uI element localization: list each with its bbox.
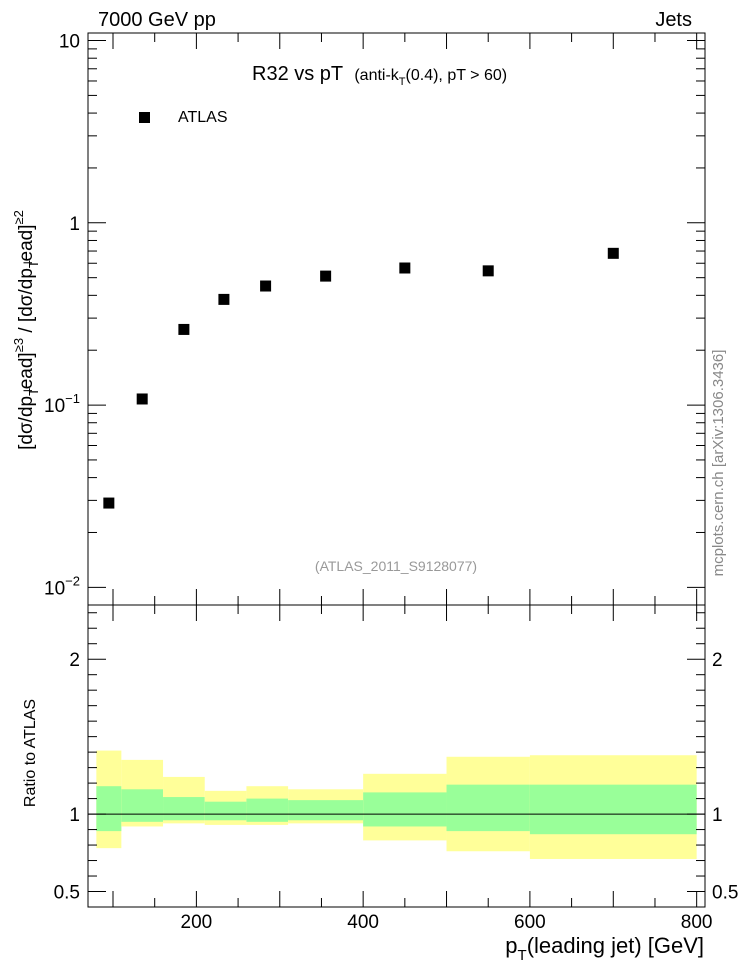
uncertainty-band-inner xyxy=(204,801,247,821)
side-label: mcplots.cern.ch [arXiv:1306.3436] xyxy=(710,350,727,577)
plot-title: R32 vs pT (anti-kT(0.4), pT > 60) xyxy=(252,63,507,88)
data-point xyxy=(607,247,619,259)
data-point xyxy=(320,270,332,282)
ratio-y-tick-label: 1 xyxy=(69,805,80,826)
x-tick-labels: 200 400 600 800 xyxy=(181,912,713,933)
ratio-y-tick-label-right: 1 xyxy=(712,805,723,826)
y-tick-label: 10 xyxy=(59,32,80,53)
data-markers xyxy=(103,247,619,509)
uncertainty-band-inner xyxy=(363,792,447,827)
analysis-id: (ATLAS_2011_S9128077) xyxy=(315,558,477,574)
uncertainty-band-inner xyxy=(529,784,697,835)
data-point xyxy=(178,323,190,335)
data-point xyxy=(482,265,494,277)
x-tick-label: 200 xyxy=(181,912,213,933)
data-point xyxy=(260,280,272,292)
ratio-y-tick-label-right: 0.5 xyxy=(712,883,738,904)
x-tick-label: 600 xyxy=(514,912,546,933)
ratio-bands xyxy=(96,750,697,859)
y-tick-label: 10−1 xyxy=(44,391,80,417)
data-point xyxy=(103,497,115,509)
uncertainty-band-inner xyxy=(163,797,205,821)
uncertainty-band-inner xyxy=(246,798,289,822)
data-point xyxy=(136,393,148,405)
data-point xyxy=(399,262,411,274)
uncertainty-band-inner xyxy=(96,786,122,832)
uncertainty-band-inner xyxy=(121,789,164,822)
process-label: Jets xyxy=(655,9,692,31)
uncertainty-band-inner xyxy=(446,784,530,832)
main-y-axis-label: [dσ/dpTlead]≥3 / [dσ/dpTlead]≥2 xyxy=(11,210,41,450)
ratio-ticks xyxy=(88,605,705,907)
legend-marker xyxy=(139,112,150,123)
ratio-y-tick-labels: 0.5 0.5 1 1 2 2 xyxy=(54,650,739,903)
main-ticks xyxy=(88,33,705,605)
ratio-y-tick-label-right: 2 xyxy=(712,650,723,671)
uncertainty-band-inner xyxy=(288,800,364,821)
y-tick-label: 10−2 xyxy=(44,573,80,599)
x-tick-label: 400 xyxy=(347,912,379,933)
ratio-plot-frame xyxy=(87,604,706,908)
x-tick-label: 800 xyxy=(681,912,713,933)
x-axis-label: pT(leading jet) [GeV] xyxy=(505,933,704,964)
y-tick-label: 1 xyxy=(69,214,80,235)
ratio-y-tick-label: 2 xyxy=(69,650,80,671)
ratio-y-axis-label: Ratio to ATLAS xyxy=(22,699,39,807)
ratio-y-tick-label: 0.5 xyxy=(54,883,80,904)
legend-label-atlas: ATLAS xyxy=(178,109,228,126)
data-point xyxy=(218,293,230,305)
energy-label: 7000 GeV pp xyxy=(98,9,216,31)
main-y-tick-labels: 10 1 10−1 10−2 xyxy=(44,32,80,600)
